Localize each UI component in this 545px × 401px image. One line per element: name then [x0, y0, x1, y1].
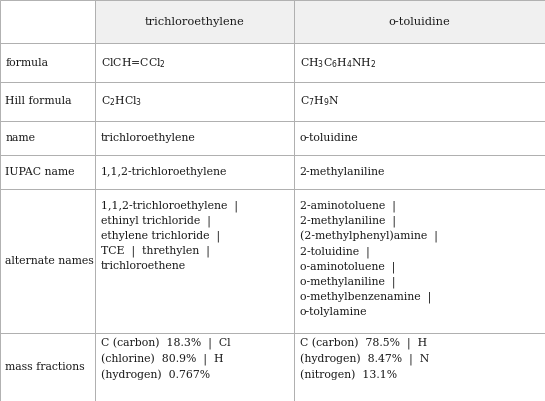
Bar — [95, 0, 294, 43]
Bar — [95, 155, 294, 189]
Bar — [294, 82, 545, 121]
Bar — [294, 189, 545, 332]
Bar — [294, 155, 545, 189]
Text: name: name — [5, 133, 35, 143]
Bar — [294, 43, 545, 82]
Text: formula: formula — [5, 58, 49, 68]
Bar — [294, 332, 545, 401]
Bar — [0, 189, 95, 332]
Text: trichloroethylene: trichloroethylene — [145, 17, 245, 27]
Text: CH$_3$C$_6$H$_4$NH$_2$: CH$_3$C$_6$H$_4$NH$_2$ — [300, 56, 376, 70]
Bar — [0, 0, 95, 43]
Text: mass fractions: mass fractions — [5, 362, 85, 372]
Bar — [95, 332, 294, 401]
Bar — [95, 82, 294, 121]
Text: ClCH=CCl$_2$: ClCH=CCl$_2$ — [101, 56, 166, 70]
Bar — [95, 0, 294, 43]
Bar — [0, 155, 95, 189]
Bar — [0, 43, 95, 82]
Text: C$_2$HCl$_3$: C$_2$HCl$_3$ — [101, 95, 142, 108]
Text: C (carbon)  18.3%  |  Cl
(chlorine)  80.9%  |  H
(hydrogen)  0.767%: C (carbon) 18.3% | Cl (chlorine) 80.9% |… — [101, 338, 231, 381]
Text: 2-aminotoluene  |
2-methylaniline  |
(2-methylphenyl)amine  |
2-toluidine  |
o-a: 2-aminotoluene | 2-methylaniline | (2-me… — [300, 200, 438, 317]
Bar — [95, 121, 294, 155]
Bar — [95, 189, 294, 332]
Bar — [0, 332, 95, 401]
Text: 2-methylaniline: 2-methylaniline — [300, 167, 385, 177]
Text: C$_7$H$_9$N: C$_7$H$_9$N — [300, 95, 339, 108]
Text: trichloroethylene: trichloroethylene — [101, 133, 196, 143]
Text: 1,1,2-trichloroethylene: 1,1,2-trichloroethylene — [101, 167, 227, 177]
Bar — [0, 121, 95, 155]
Bar — [294, 121, 545, 155]
Text: alternate names: alternate names — [5, 256, 94, 265]
Text: 1,1,2-trichloroethylene  |
ethinyl trichloride  |
ethylene trichloride  |
TCE  |: 1,1,2-trichloroethylene | ethinyl trichl… — [101, 200, 238, 271]
Text: o-toluidine: o-toluidine — [300, 133, 359, 143]
Text: C (carbon)  78.5%  |  H
(hydrogen)  8.47%  |  N
(nitrogen)  13.1%: C (carbon) 78.5% | H (hydrogen) 8.47% | … — [300, 338, 429, 381]
Bar — [95, 43, 294, 82]
Bar — [0, 82, 95, 121]
Text: Hill formula: Hill formula — [5, 96, 72, 106]
Bar — [294, 0, 545, 43]
Text: IUPAC name: IUPAC name — [5, 167, 75, 177]
Bar — [294, 0, 545, 43]
Text: o-toluidine: o-toluidine — [389, 17, 451, 27]
